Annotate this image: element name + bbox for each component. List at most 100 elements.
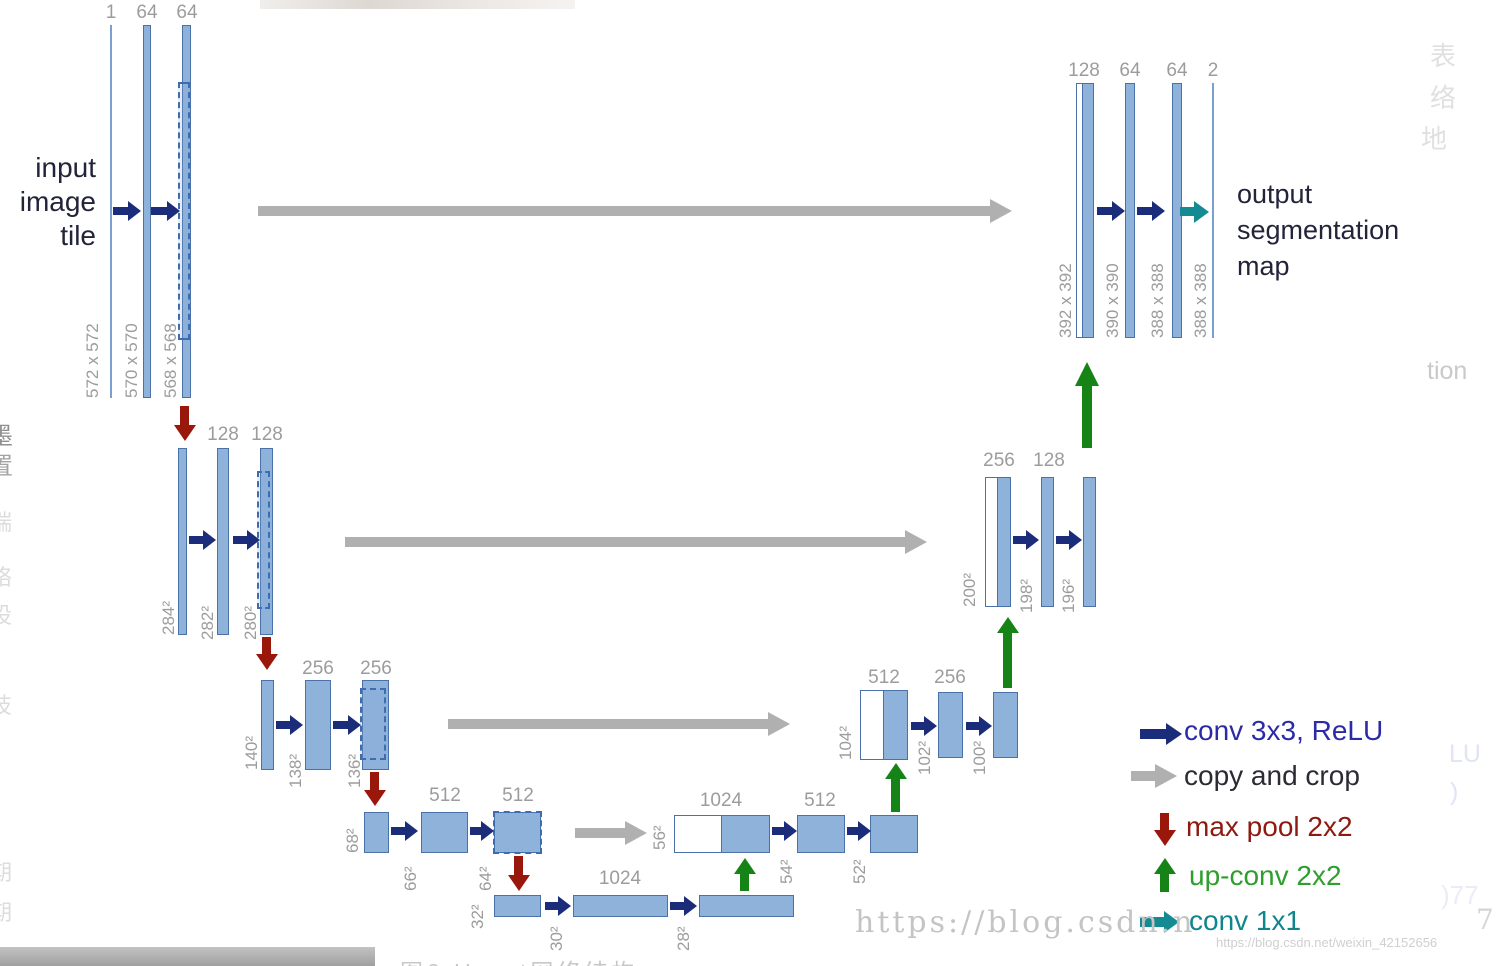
- left-edge-fragment: 墨: [0, 423, 13, 450]
- maxpool-arrow: [180, 406, 189, 425]
- dec-l3-channels-1: 256: [934, 667, 966, 688]
- enc-l1-channels-2: 64: [176, 2, 198, 23]
- dec-l1-channels-2: 64: [1166, 60, 1188, 81]
- enc-l3-channels-1: 256: [360, 658, 392, 679]
- legend-conv-arrow: [1140, 729, 1166, 739]
- enc-l4-bar-0: [364, 812, 389, 853]
- watermark-url-main-left: https://blog.csdn.n: [855, 905, 1196, 940]
- dec-l1-dim-1: 390 x 390: [1103, 263, 1122, 338]
- dec-l1-dim-2: 388 x 388: [1148, 263, 1167, 338]
- enc-l1-bar-2: [182, 25, 191, 398]
- enc-l2-bar-0: [178, 448, 187, 635]
- dec-l3-bar-1: [938, 692, 963, 758]
- output-segmentation-map-label: output segmentation map: [1237, 179, 1400, 281]
- conv-arrow: [545, 902, 558, 910]
- conv1x1-arrow: [1180, 207, 1194, 216]
- watermark-frag-77: )77: [1441, 880, 1479, 910]
- legend-upconv-arrow: [1160, 874, 1169, 892]
- upconv-arrow: [740, 874, 749, 891]
- maxpool-arrow: [262, 637, 271, 654]
- watermark-frag-tion: tion: [1427, 357, 1468, 385]
- left-edge-fragment: 置: [0, 453, 13, 480]
- dec-l4-bar-2: [870, 815, 918, 853]
- conv-arrow: [966, 722, 979, 730]
- input-image-tile-label: input image tile: [19, 152, 96, 251]
- conv-arrow: [1056, 536, 1069, 544]
- enc-l1-bar-1: [143, 25, 151, 398]
- enc-l2-dim-0: 284²: [159, 600, 178, 635]
- dec-l1-channels-1: 64: [1119, 60, 1141, 81]
- enc-l4-bar-1: [421, 812, 468, 853]
- dec-l2-channels-1: 128: [1033, 450, 1065, 471]
- conv-arrow: [470, 827, 481, 835]
- conv-arrow: [911, 722, 924, 730]
- watermark-cn-right-2: 络: [1430, 83, 1457, 113]
- enc-l3-bar-0: [261, 680, 274, 770]
- copy-crop-arrow: [258, 206, 990, 216]
- bottom-left-gray-bar: [0, 947, 375, 966]
- enc-l3-dim-1: 138²: [286, 753, 305, 788]
- enc-l3-dim-2: 136²: [345, 753, 364, 788]
- dec-l4-dim-2: 52²: [850, 859, 869, 884]
- conv-arrow: [772, 827, 784, 835]
- watermark-cn-right-3: 地: [1421, 124, 1448, 154]
- caption-partial: 图2 U-net网络结构: [400, 953, 638, 966]
- legend-copy-label: copy and crop: [1184, 760, 1360, 791]
- maxpool-arrow: [370, 772, 379, 790]
- dec-l1-output-line: [1212, 83, 1214, 338]
- conv-arrow: [1013, 536, 1026, 544]
- enc-l4-dim-0: 68²: [343, 828, 362, 853]
- dec-l1-channels-0: 128: [1068, 60, 1100, 81]
- enc-l3-crop-region: [360, 688, 386, 760]
- dec-l3-channels-0: 512: [868, 667, 900, 688]
- dec-l3-copied-bar: [860, 690, 884, 760]
- bottleneck-dim-2: 28²: [674, 926, 693, 951]
- enc-l1-dim-1: 570 x 570: [122, 323, 141, 398]
- enc-l2-channels-0: 128: [207, 424, 239, 445]
- legend-maxpool-label: max pool 2x2: [1186, 811, 1353, 842]
- dec-l2-bar-1: [1041, 477, 1054, 607]
- enc-l4-channels-1: 512: [502, 785, 534, 806]
- upconv-arrow: [1003, 633, 1012, 688]
- bottleneck-dim-0: 32²: [468, 904, 487, 929]
- watermark-cn-right-1: 表: [1430, 41, 1457, 71]
- dec-l2-bar-0: [997, 477, 1011, 607]
- legend-conv1-label: conv 1x1: [1189, 905, 1302, 936]
- enc-l2-dim-1: 282²: [198, 605, 217, 640]
- dec-l1-bar-1: [1125, 83, 1135, 338]
- legend-conv3-label: conv 3x3, ReLU: [1184, 715, 1384, 746]
- dec-l2-channels-0: 256: [983, 450, 1015, 471]
- bottleneck-bar-2: [699, 895, 794, 917]
- enc-l4-channels-0: 512: [429, 785, 461, 806]
- dec-l4-copied-bar: [674, 815, 722, 853]
- dec-l4-bar-1: [797, 815, 845, 853]
- conv-arrow: [1097, 207, 1112, 215]
- dec-l3-dim-0: 104²: [836, 725, 855, 760]
- dec-l1-dim-0: 392 x 392: [1056, 263, 1075, 338]
- dec-l1-channels-3: 2: [1207, 60, 1219, 81]
- left-edge-fragment: 端: [0, 510, 13, 535]
- conv-arrow: [151, 207, 167, 215]
- dec-l2-dim-2: 196²: [1059, 578, 1078, 613]
- enc-l1-channels-1: 64: [136, 2, 158, 23]
- enc-l1-input-line: [110, 25, 112, 398]
- enc-l1-dim-2: 568 x 568: [161, 323, 180, 398]
- conv-arrow: [189, 536, 203, 544]
- watermark-frag-lu: LU: [1449, 740, 1481, 768]
- dec-l3-bar-0: [883, 690, 908, 760]
- legend-upconv-label: up-conv 2x2: [1189, 860, 1342, 891]
- enc-l1-channels-0: 1: [105, 2, 117, 23]
- left-edge-fragment: 络: [0, 565, 13, 590]
- conv-arrow: [276, 721, 290, 729]
- dec-l4-channels-1: 512: [804, 790, 836, 811]
- enc-l4-crop-region: [493, 811, 542, 854]
- top-photo-strip: [260, 0, 575, 9]
- dec-l1-bar-0: [1082, 83, 1094, 338]
- watermark-frag-paren: ): [1450, 778, 1459, 806]
- upconv-arrow: [891, 779, 900, 812]
- enc-l4-dim-2: 64²: [476, 866, 495, 891]
- conv-arrow: [391, 827, 405, 835]
- legend-conv1x1-arrow: [1140, 917, 1164, 927]
- left-edge-fragment: 期: [0, 900, 13, 925]
